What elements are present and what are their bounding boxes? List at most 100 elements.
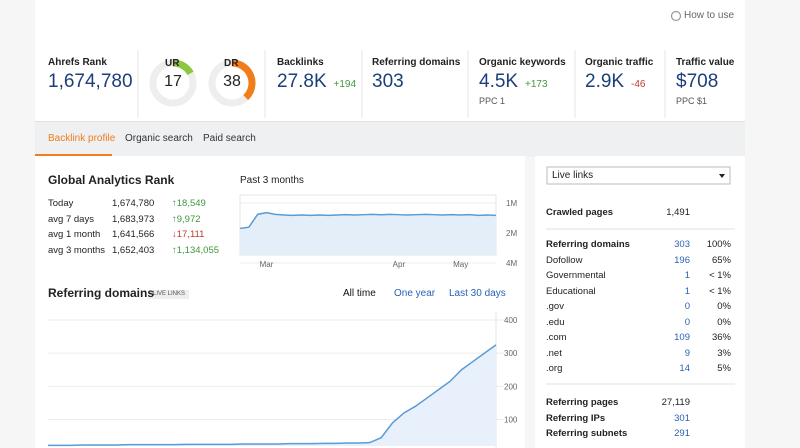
line xyxy=(239,211,497,230)
metric-label: Organic traffic xyxy=(585,57,654,68)
tab[interactable]: Organic search xyxy=(125,133,193,144)
side-pct: 0% xyxy=(717,301,731,312)
side-value: 1,491 xyxy=(666,207,690,218)
side-value[interactable]: 9 xyxy=(684,347,690,359)
side-value[interactable]: 303 xyxy=(674,239,690,250)
help-icon xyxy=(670,10,682,22)
metric-label: Organic keywords xyxy=(479,57,566,68)
rank-chart-title: Past 3 months xyxy=(240,175,304,186)
metric-change: -46 xyxy=(631,79,646,90)
dropdown-label[interactable]: Live links xyxy=(552,170,594,181)
metric-sub: PPC 1 xyxy=(479,96,506,106)
metric-label: DR xyxy=(224,58,239,69)
dropdown-arrow xyxy=(719,174,725,178)
rank-label: avg 3 months xyxy=(48,245,106,257)
metric-label: Backlinks xyxy=(277,57,324,68)
metric-value: 17 xyxy=(164,73,182,90)
y-tick-label: 2M xyxy=(506,229,517,238)
rank-change: ↑1,134,055 xyxy=(172,245,220,257)
side-label: .org xyxy=(546,363,563,374)
y-tick-label: 1M xyxy=(506,199,517,208)
side-value[interactable]: 196 xyxy=(674,254,690,266)
area xyxy=(240,212,496,255)
y-tick-label: 300 xyxy=(504,349,518,358)
side-pct: < 1% xyxy=(709,270,731,281)
side-label: Educational xyxy=(546,285,596,297)
y-tick-label: 4M xyxy=(506,259,517,268)
metric-value: $708 xyxy=(676,71,719,92)
referring-title: Referring domains xyxy=(48,286,155,300)
side-value[interactable]: 14 xyxy=(679,363,690,374)
side-label: Referring IPs xyxy=(546,412,606,424)
y-tick-label: 200 xyxy=(504,382,518,391)
dropdown-box[interactable] xyxy=(546,166,731,185)
rank-title: Global Analytics Rank xyxy=(48,173,175,187)
rank-change: ↓17,111 xyxy=(172,229,205,241)
rank-label: avg 1 month xyxy=(48,229,101,241)
side-value[interactable]: 109 xyxy=(674,332,690,343)
side-pct: 0% xyxy=(717,316,731,328)
rank-change: ↑9,972 xyxy=(172,213,201,225)
side-label: .gov xyxy=(546,301,564,312)
metric-label: Ahrefs Rank xyxy=(48,57,107,68)
metric-label: Referring domains xyxy=(372,57,461,68)
gauge-arc xyxy=(231,59,256,101)
help-link[interactable]: How to use xyxy=(684,10,735,21)
area xyxy=(48,344,496,446)
range-button[interactable]: Last 30 days xyxy=(449,288,506,299)
y-tick-label: 400 xyxy=(504,316,518,325)
side-value: 301 xyxy=(674,412,690,424)
badge-bg xyxy=(148,290,189,299)
metric-change: +173 xyxy=(525,79,548,90)
tab[interactable]: Backlink profile xyxy=(48,133,116,144)
rank-change: ↑18,549 xyxy=(172,198,206,209)
side-value[interactable]: 0 xyxy=(684,301,690,312)
rank-value: 1,641,566 xyxy=(112,229,155,241)
rank-value: 1,652,403 xyxy=(112,245,155,257)
metric-change: +194 xyxy=(333,79,357,90)
metric-value: 4.5K xyxy=(479,71,519,92)
side-label: .com xyxy=(546,332,567,343)
side-value[interactable]: 1 xyxy=(684,285,690,297)
x-tick-label: May xyxy=(453,260,468,269)
side-pct: 100% xyxy=(706,239,731,250)
side-pct: 3% xyxy=(717,347,731,359)
side-value: 291 xyxy=(674,428,690,439)
metric-value: 303 xyxy=(372,71,404,92)
metric-sub: PPC $1 xyxy=(676,96,708,106)
side-label: Governmental xyxy=(546,270,606,281)
right-panel xyxy=(535,156,745,448)
y-tick-label: 100 xyxy=(504,415,518,424)
metric-value: 2.9K xyxy=(585,71,625,92)
rank-value: 1,683,973 xyxy=(112,213,155,225)
side-label: Referring pages xyxy=(546,397,619,408)
metric-value: 27.8K xyxy=(277,71,327,92)
side-pct: < 1% xyxy=(709,285,731,297)
side-value[interactable]: 1 xyxy=(684,270,690,281)
metric-value: 38 xyxy=(223,73,241,90)
x-tick-label: Apr xyxy=(393,260,406,269)
x-tick-label: Mar xyxy=(260,260,274,269)
side-value: 27,119 xyxy=(661,397,690,408)
range-button[interactable]: All time xyxy=(343,288,376,299)
metric-value: 1,674,780 xyxy=(48,71,133,92)
side-pct: 5% xyxy=(717,363,731,374)
rank-label: avg 7 days xyxy=(48,213,94,225)
side-label: Crawled pages xyxy=(546,207,614,218)
badge: LIVE LINKS xyxy=(153,291,186,297)
metric-label: UR xyxy=(165,58,180,69)
side-label: Referring subnets xyxy=(546,428,628,439)
range-button[interactable]: One year xyxy=(394,288,436,299)
metric-label: Traffic value xyxy=(676,57,735,68)
side-pct: 65% xyxy=(711,254,731,266)
tab-bar xyxy=(35,121,745,157)
side-value[interactable]: 0 xyxy=(684,316,690,328)
rank-value: 1,674,780 xyxy=(112,198,155,209)
line xyxy=(48,344,497,447)
tab[interactable]: Paid search xyxy=(203,133,256,144)
header-panel xyxy=(35,0,745,121)
side-label: Dofollow xyxy=(546,254,583,266)
rank-label: Today xyxy=(48,198,74,209)
